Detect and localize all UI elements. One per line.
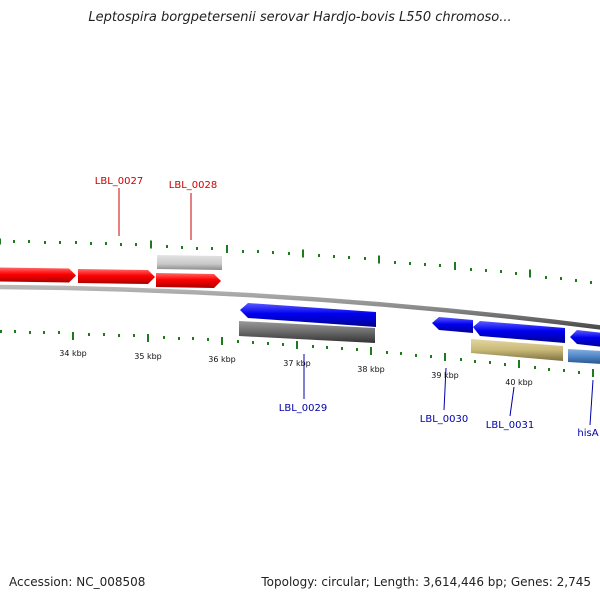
lower-tick-ring [0, 330, 594, 377]
gene-arrow-lbl-0026[interactable] [0, 267, 76, 283]
gene-arrow-lbl-0031[interactable] [473, 321, 565, 343]
tick-label-36kbp: 36 kbp [208, 355, 236, 364]
steelblue-feature[interactable] [568, 349, 600, 364]
gene-arrow-lbl-0027[interactable] [78, 269, 155, 284]
gene-label-hisA[interactable]: hisA [577, 428, 598, 439]
gene-label-lbl-0029[interactable]: LBL_0029 [279, 403, 327, 414]
tick-label-40kbp: 40 kbp [505, 378, 533, 387]
leader-line-lbl-0030 [443, 367, 447, 411]
gene-arrow-lbl-0029[interactable] [240, 303, 376, 327]
dark-feature-lower[interactable] [239, 321, 375, 343]
genome-backbone [0, 284, 600, 330]
gene-arrow-lbl-0030[interactable] [432, 317, 473, 333]
gene-arrow-hisA[interactable] [570, 330, 600, 347]
gene-label-lbl-0030[interactable]: LBL_0030 [420, 414, 468, 425]
genome-summary-text: Topology: circular; Length: 3,614,446 bp… [261, 575, 591, 589]
gene-label-lbl-0027[interactable]: LBL_0027 [95, 176, 143, 187]
khaki-feature[interactable] [471, 339, 563, 361]
reverse-features [239, 303, 600, 364]
tick-label-35kbp: 35 kbp [134, 352, 162, 361]
map-title: Leptospira borgpetersenii serovar Hardjo… [88, 10, 512, 25]
gene-label-lbl-0031[interactable]: LBL_0031 [486, 420, 534, 431]
tick-labels: 34 kbp 35 kbp 36 kbp 37 kbp 38 kbp 39 kb… [59, 349, 533, 387]
gene-arrow-lbl-0028[interactable] [156, 273, 221, 288]
leader-line-hisA [589, 379, 594, 426]
forward-features [0, 255, 222, 288]
leader-line-lbl-0031 [509, 386, 515, 417]
gray-feature-upper[interactable] [157, 255, 222, 270]
tick-label-39kbp: 39 kbp [431, 371, 459, 380]
upper-tick-ring [0, 238, 592, 284]
gene-labels: LBL_0027 LBL_0028 LBL_0029 LBL_0030 LBL_… [95, 176, 599, 439]
gene-label-lbl-0028[interactable]: LBL_0028 [169, 180, 217, 191]
leader-lines [118, 188, 594, 426]
tick-label-38kbp: 38 kbp [357, 365, 385, 374]
accession-text: Accession: NC_008508 [9, 575, 146, 589]
tick-label-37kbp: 37 kbp [283, 359, 311, 368]
tick-label-34kbp: 34 kbp [59, 349, 87, 358]
